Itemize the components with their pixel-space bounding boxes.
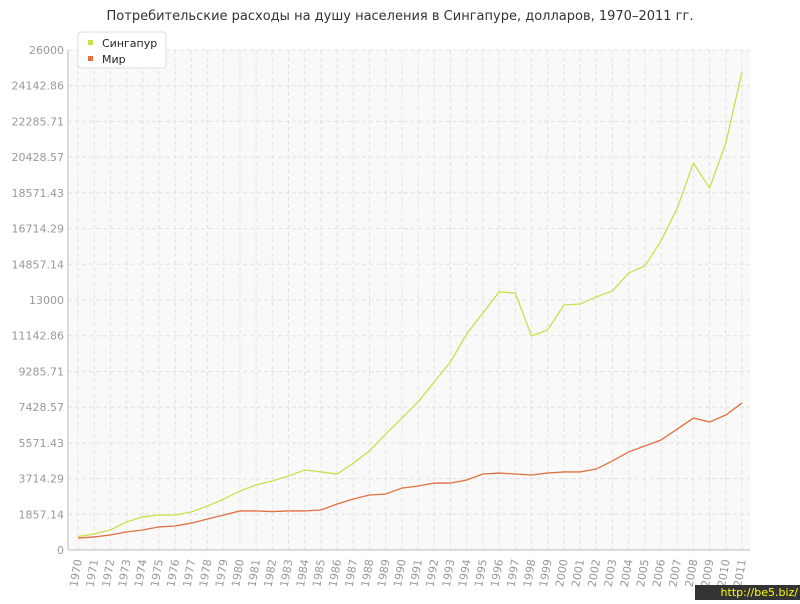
x-tick-label: 2011: [731, 558, 749, 588]
legend-swatch: [88, 40, 93, 45]
series-line: [77, 402, 743, 539]
x-tick-label: 1985: [310, 558, 328, 588]
plot-area: [68, 50, 750, 550]
x-tick-label: 2008: [683, 558, 701, 588]
x-tick-label: 1997: [505, 558, 523, 588]
y-tick-label: 11142.86: [12, 330, 65, 343]
x-tick-label: 1987: [343, 558, 361, 588]
x-tick-label: 2002: [586, 558, 604, 588]
x-tick-label: 1975: [148, 558, 166, 588]
x-tick-label: 2005: [634, 558, 652, 588]
x-tick-label: 1974: [132, 558, 150, 588]
x-tick-label: 1977: [181, 558, 199, 588]
x-tick-label: 1998: [521, 558, 539, 588]
x-tick-label: 1999: [537, 558, 555, 588]
y-tick-label: 5571.43: [19, 437, 65, 450]
x-tick-label: 1970: [67, 558, 85, 588]
x-tick-label: 1983: [278, 558, 296, 588]
chart-title: Потребительские расходы на душу населени…: [107, 9, 694, 24]
y-tick-label: 3714.29: [19, 473, 65, 486]
x-tick-label: 1980: [229, 558, 247, 588]
legend-box: [77, 31, 167, 69]
x-tick-label: 1971: [83, 558, 101, 588]
x-tick-label: 1986: [326, 558, 344, 588]
y-tick-label: 26000: [29, 44, 64, 57]
legend-label: Мир: [102, 53, 126, 66]
x-tick-label: 2000: [553, 558, 571, 588]
y-tick-label: 0: [57, 544, 64, 557]
grid: 0 1857.14 3714.29 5571.43 7428.57 9285.71 1114…: [12, 44, 750, 588]
y-tick-label: 20428.57: [12, 151, 65, 164]
x-tick-label: 1988: [359, 558, 377, 588]
lines: [77, 71, 743, 539]
x-tick-label: 1982: [262, 558, 280, 588]
y-tick-label: 16714.29: [12, 223, 65, 236]
x-tick-label: 2003: [602, 558, 620, 588]
x-tick-label: 1995: [472, 558, 490, 588]
y-tick-label: 18571.43: [12, 187, 65, 200]
x-tick-label: 1991: [407, 558, 425, 588]
watermark: http://be5.biz/: [721, 586, 799, 599]
x-tick-label: 2010: [715, 558, 733, 588]
y-tick-label: 1857.14: [19, 508, 65, 521]
series-line: [77, 71, 743, 538]
x-tick-label: 1996: [488, 558, 506, 588]
x-tick-label: 1976: [164, 558, 182, 588]
x-tick-label: 2007: [667, 558, 685, 588]
x-tick-label: 2006: [650, 558, 668, 588]
x-tick-label: 1993: [440, 558, 458, 588]
x-tick-label: 1978: [197, 558, 215, 588]
x-tick-label: 1990: [391, 558, 409, 588]
x-tick-label: 1973: [116, 558, 134, 588]
x-tick-label: 2001: [569, 558, 587, 588]
watermark-bg: [695, 585, 800, 600]
x-tick-label: 1984: [294, 558, 312, 588]
y-tick-label: 7428.57: [19, 401, 65, 414]
y-tick-label: 24142.86: [12, 80, 65, 93]
y-tick-label: 13000: [29, 294, 64, 307]
legend-label: Сингапур: [102, 37, 157, 50]
legend-swatch: [88, 56, 93, 61]
x-tick-label: 1981: [245, 558, 263, 588]
y-tick-label: 14857.14: [12, 258, 65, 271]
x-tick-label: 1992: [424, 558, 442, 588]
y-tick-label: 22285.71: [12, 115, 65, 128]
x-tick-label: 1979: [213, 558, 231, 588]
x-tick-label: 1994: [456, 558, 474, 588]
x-tick-label: 2009: [699, 558, 717, 588]
x-tick-label: 1972: [100, 558, 118, 588]
x-tick-label: 1989: [375, 558, 393, 588]
y-tick-label: 9285.71: [19, 365, 65, 378]
x-tick-label: 2004: [618, 558, 636, 588]
legend: Сингапур Мир: [77, 31, 167, 69]
